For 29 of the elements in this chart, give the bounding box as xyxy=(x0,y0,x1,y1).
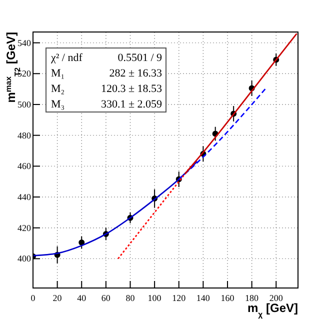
x-tick-label: 180 xyxy=(245,293,260,303)
x-tick-label: 100 xyxy=(148,293,162,303)
annotation: 282 ± 16.33 xyxy=(109,68,162,80)
y-tick-label: 500 xyxy=(18,99,32,110)
x-tick-label: 60 xyxy=(101,293,111,303)
annotation: M₃ xyxy=(51,98,65,110)
annotation: 330.1 ± 2.059 xyxy=(100,98,162,110)
y-tick-label: 540 xyxy=(18,38,32,48)
x-tick-label: 140 xyxy=(196,293,210,303)
y-tick-label: 460 xyxy=(18,161,32,172)
annotation: 0.5501 / 9 xyxy=(118,52,162,64)
point xyxy=(78,240,85,246)
x-tick-label: 0 xyxy=(30,293,36,303)
y-tick-label: 400 xyxy=(18,254,32,264)
x-axis-title: m$_{χ}$ [GeV] xyxy=(247,301,298,318)
x-tick-label: 160 xyxy=(220,293,235,303)
y-tick-label: 440 xyxy=(18,192,32,202)
annotation: M₁ xyxy=(51,68,65,80)
annotation: M₂ xyxy=(51,83,65,95)
x-tick-label: 120 xyxy=(172,293,186,303)
x-tick-label: 80 xyxy=(126,293,136,303)
y-tick-label: 420 xyxy=(18,222,32,233)
y-tick-label: 480 xyxy=(18,130,32,140)
line-series xyxy=(184,32,298,175)
x-tick-label: 40 xyxy=(77,293,87,303)
annotation: 120.3 ± 18.53 xyxy=(100,83,162,95)
annotation: χ² / ndf xyxy=(50,52,83,64)
x-tick-label: 200 xyxy=(269,293,284,303)
x-tick-label: 20 xyxy=(52,293,62,303)
